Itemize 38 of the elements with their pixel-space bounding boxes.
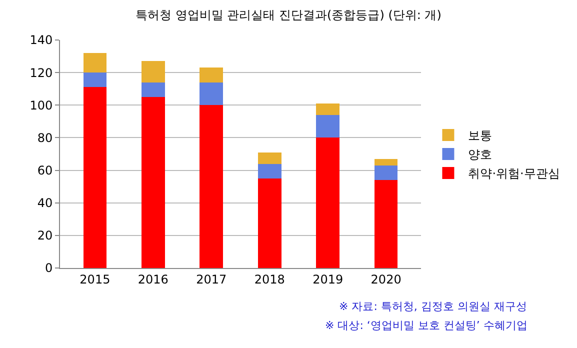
y-tick-label: 20 bbox=[37, 228, 53, 243]
y-tick-label: 120 bbox=[30, 66, 53, 80]
bar bbox=[200, 105, 224, 268]
x-tick-label: 2017 bbox=[196, 272, 227, 286]
x-tick-label: 2019 bbox=[312, 272, 344, 286]
x-tick-label: 2015 bbox=[80, 272, 110, 286]
text: ※ 자료: 특허청, 김정호 의원실 재구성 bbox=[339, 300, 527, 313]
text: ※ 대상: ‘영업비밀 보호 컨설팅’ 수혜기업 bbox=[325, 319, 528, 332]
bar bbox=[374, 158, 398, 166]
y-tick-label: 0 bbox=[44, 261, 53, 276]
legend-label: 양호 bbox=[468, 148, 492, 162]
bar bbox=[200, 82, 224, 106]
bar bbox=[83, 72, 107, 88]
bar bbox=[142, 82, 165, 97]
y-tick-label: 140 bbox=[30, 33, 53, 48]
y-tick-label: 60 bbox=[37, 163, 53, 178]
legend-label: 보통 bbox=[468, 128, 492, 143]
bar bbox=[316, 138, 340, 268]
y-tick-label: 40 bbox=[37, 196, 53, 210]
x-tick-label: 2018 bbox=[254, 272, 285, 286]
bar bbox=[200, 68, 224, 82]
legend-label: 취약·위험·무관심 bbox=[468, 166, 560, 181]
bar bbox=[83, 87, 107, 268]
bar bbox=[374, 180, 398, 268]
bar bbox=[258, 178, 282, 268]
y-tick-label: 80 bbox=[37, 130, 53, 145]
y-tick-label: 100 bbox=[30, 98, 53, 112]
bar bbox=[142, 61, 165, 82]
bar bbox=[316, 104, 340, 115]
bar bbox=[374, 165, 398, 180]
bar bbox=[83, 53, 107, 73]
chart-title: 특허청 영업비밀 관리실태 진단결과(종합등급) (단위: 개) bbox=[136, 8, 442, 22]
bar bbox=[258, 152, 282, 164]
x-tick-label: 2016 bbox=[138, 272, 168, 286]
bar bbox=[258, 164, 282, 178]
bar bbox=[142, 97, 165, 268]
bar bbox=[316, 114, 340, 138]
x-tick-label: 2020 bbox=[370, 272, 402, 286]
